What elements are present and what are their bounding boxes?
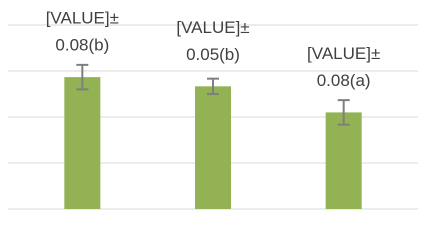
data-label: 0.08(a) [317, 71, 371, 90]
data-label: [VALUE]± [307, 44, 380, 63]
bar [195, 86, 231, 209]
data-label: 0.08(b) [55, 36, 109, 55]
bar [64, 77, 101, 209]
page: {"chart_data": {"type": "bar", "categori… [8, 8, 418, 210]
data-label: [VALUE]± [46, 9, 119, 28]
data-label: 0.05(b) [186, 45, 240, 64]
bar [325, 112, 362, 209]
chart: [VALUE]± 0.08(b) [VALUE]± 0.05(b) [VALUE]± 0.… [8, 9, 418, 210]
data-label: [VALUE]± [176, 18, 249, 37]
